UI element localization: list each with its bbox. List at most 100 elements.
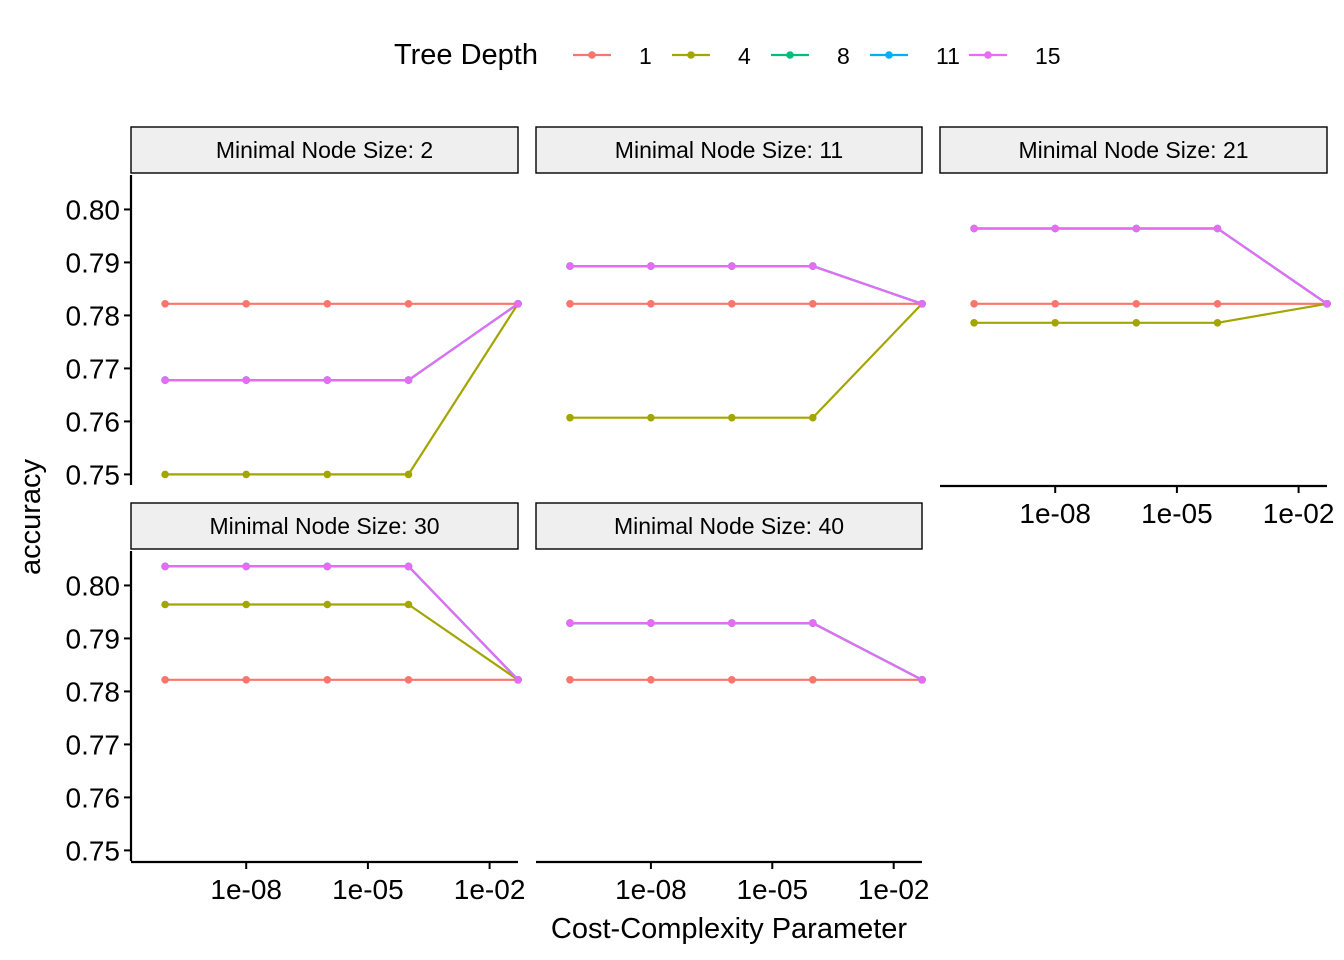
data-point [809,676,817,684]
y-tick-label: 0.78 [66,676,121,707]
legend-label-15: 15 [1035,43,1061,69]
data-point [1323,300,1331,308]
series-depth-4 [970,300,1331,327]
data-point [242,676,250,684]
y-tick-label: 0.79 [66,623,121,654]
legend-entry-4: 4 [672,43,751,69]
data-point [242,470,250,479]
data-point [161,300,169,308]
series-depth-8 [161,300,522,384]
data-point [323,470,332,479]
data-point [970,300,978,308]
series-depth-11 [161,300,522,384]
series-depth-15 [161,300,522,384]
data-point [404,600,413,609]
data-point [566,676,574,684]
data-point [1132,319,1141,327]
data-point [728,676,736,684]
data-point [566,413,574,422]
data-point [1213,224,1222,233]
facet-strip-label: Minimal Node Size: 40 [614,513,844,539]
facet-panel-4: Minimal Node Size: 30 0.75 0.76 0.77 0.78 0.7… [66,502,526,905]
data-point [404,300,413,308]
series-depth-1 [161,300,522,308]
legend-key-point [984,51,992,59]
x-tick-label: 1e-05 [736,874,808,905]
data-point [323,300,332,308]
legend-key-point [588,51,596,59]
facet-panel-1: Minimal Node Size: 2 0.75 0.76 0.77 0.78 0.79… [66,126,522,490]
facet-panel-3: Minimal Node Size: 21 1e-08 1e-05 1e-02 [939,126,1334,529]
series-depth-11 [970,224,1331,308]
data-point [809,300,817,308]
data-point [728,300,736,308]
data-point [647,300,655,308]
series-depth-4 [566,619,926,684]
data-point [647,619,655,627]
x-tick-label: 1e-08 [615,874,687,905]
series-line [974,302,1328,324]
data-point [1132,224,1141,233]
legend-key-point [885,51,893,59]
series-line [165,565,519,681]
facet-strip-label: Minimal Node Size: 30 [209,513,439,539]
data-point [970,319,978,327]
legend-entries: 1 4 8 11 15 [573,43,1061,69]
data-point [404,676,413,684]
facet-strip [535,502,923,550]
data-point [161,600,169,609]
series-line [570,265,923,305]
data-point [404,376,413,384]
series-line [165,302,519,382]
data-point [161,676,169,684]
series-depth-8 [566,619,926,684]
series-depth-4 [566,300,926,422]
data-point [404,562,413,571]
series-depth-11 [566,262,926,308]
series-line [165,565,519,681]
y-tick-label: 0.77 [66,353,121,384]
facet-strip [130,502,519,550]
legend-title: Tree Depth [394,39,538,71]
series-depth-15 [970,224,1331,308]
series-depth-15 [566,262,926,308]
data-point [323,676,332,684]
series-depth-15 [161,562,522,684]
legend-key-point [786,51,794,59]
legend-label-11: 11 [936,43,960,69]
data-point [1051,319,1059,327]
data-point [970,224,978,233]
series-line [974,227,1328,305]
series-depth-4 [161,600,522,684]
y-tick-label: 0.76 [66,406,121,437]
series-line [165,603,519,681]
series-depth-1 [566,676,926,684]
data-point [242,300,250,308]
series-depth-8 [970,224,1331,308]
data-point [242,600,250,609]
data-point [647,262,655,270]
y-tick-label: 0.77 [66,729,121,760]
facet-strip [130,126,519,174]
data-point [566,300,574,308]
data-point [161,376,169,384]
legend-label-8: 8 [837,43,850,69]
data-point [404,470,413,479]
data-point [1132,300,1141,308]
data-point [1213,319,1222,327]
data-point [323,600,332,609]
x-tick-label: 1e-02 [454,874,526,905]
data-point [323,562,332,571]
legend-label-1: 1 [639,43,652,69]
data-point [728,413,736,422]
series-line [165,303,519,476]
data-point [728,262,736,270]
data-point [1051,300,1059,308]
series-line [570,621,923,681]
y-tick-label: 0.76 [66,782,121,813]
facet-panel-5: Minimal Node Size: 40 1e-08 1e-05 1e-02 [535,502,929,905]
data-point [809,413,817,422]
data-point [161,470,169,479]
facet-strip-label: Minimal Node Size: 21 [1018,137,1248,163]
legend-key-point [687,51,695,59]
